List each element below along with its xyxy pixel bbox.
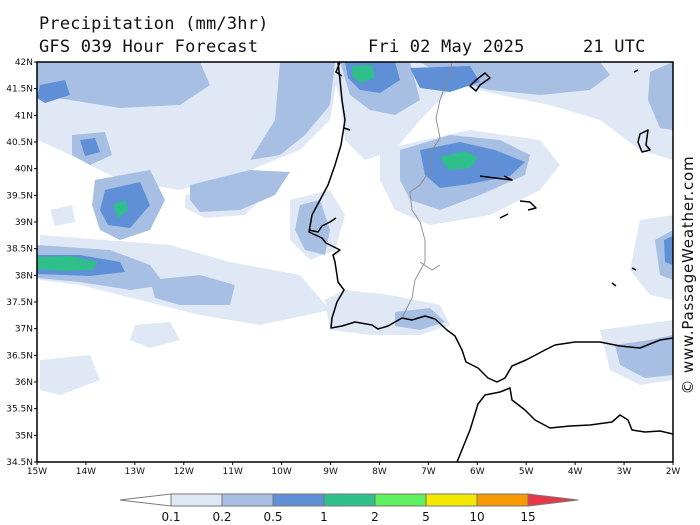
legend-swatch bbox=[221, 493, 274, 507]
lat-label: 40N bbox=[15, 165, 33, 175]
precip-layer bbox=[37, 62, 673, 395]
legend-swatch bbox=[323, 493, 376, 507]
lon-label: 15W bbox=[27, 467, 47, 477]
legend-swatch bbox=[374, 493, 427, 507]
forecast-date: Fri 02 May 2025 bbox=[368, 37, 525, 57]
legend-label: 15 bbox=[520, 510, 535, 524]
legend-swatch bbox=[272, 493, 325, 507]
lon-label: 2W bbox=[666, 467, 681, 477]
lat-label: 34.5N bbox=[6, 458, 33, 468]
lat-label: 37.5N bbox=[6, 298, 33, 308]
legend-label: 0.2 bbox=[212, 510, 231, 524]
chart-title: Precipitation (mm/3hr) bbox=[39, 14, 269, 34]
lat-label: 36N bbox=[15, 378, 33, 388]
map-frame bbox=[36, 61, 674, 463]
longitude-axis: 15W 14W 13W 12W 11W 10W 9W 8W 7W 6W 5W 4W 3W 2W bbox=[27, 462, 681, 477]
lon-label: 10W bbox=[271, 467, 291, 477]
legend-swatch bbox=[476, 493, 529, 507]
lat-label: 35N bbox=[15, 431, 33, 441]
legend-swatch bbox=[170, 493, 223, 507]
legend-label: 5 bbox=[422, 510, 430, 524]
precipitation-legend: 0.1 0.2 0.5 1 2 5 10 15 bbox=[119, 493, 579, 524]
coastline-layer bbox=[308, 62, 673, 462]
legend-swatch bbox=[119, 493, 172, 507]
legend-label: 10 bbox=[469, 510, 484, 524]
lat-label: 41N bbox=[15, 111, 33, 121]
latitude-axis: 42N 41.5N 41N 40.5N 40N 39.5N 39N 38.5N 38N 37.5N… bbox=[6, 58, 37, 468]
lat-label: 39N bbox=[15, 218, 33, 228]
lat-label: 35.5N bbox=[6, 405, 33, 415]
legend-label: 2 bbox=[371, 510, 379, 524]
credit-text: © www.PassageWeather.com bbox=[679, 155, 697, 395]
lon-label: 8W bbox=[372, 467, 387, 477]
lon-label: 3W bbox=[617, 467, 632, 477]
credit-watermark: © www.PassageWeather.com bbox=[676, 150, 700, 400]
legend-swatch bbox=[527, 493, 579, 507]
lat-label: 36.5N bbox=[6, 351, 33, 361]
lon-label: 9W bbox=[323, 467, 338, 477]
lon-label: 6W bbox=[470, 467, 485, 477]
forecast-model: GFS 039 Hour Forecast bbox=[39, 37, 259, 57]
lon-label: 4W bbox=[568, 467, 583, 477]
lat-label: 40.5N bbox=[6, 138, 33, 148]
lon-label: 13W bbox=[125, 467, 145, 477]
lon-label: 12W bbox=[174, 467, 194, 477]
lat-label: 39.5N bbox=[6, 191, 33, 201]
legend-label: 0.1 bbox=[161, 510, 180, 524]
border-layer bbox=[401, 62, 453, 319]
lon-label: 7W bbox=[421, 467, 436, 477]
lon-label: 14W bbox=[76, 467, 96, 477]
legend-swatch bbox=[425, 493, 478, 507]
lat-label: 42N bbox=[15, 58, 33, 68]
lat-label: 37N bbox=[15, 325, 33, 335]
lat-label: 38N bbox=[15, 271, 33, 281]
lat-label: 41.5N bbox=[6, 85, 33, 95]
lat-label: 38.5N bbox=[6, 245, 33, 255]
forecast-time: 21 UTC bbox=[583, 37, 646, 57]
lon-label: 11W bbox=[223, 467, 243, 477]
lon-label: 5W bbox=[519, 467, 534, 477]
legend-label: 1 bbox=[320, 510, 328, 524]
legend-label: 0.5 bbox=[263, 510, 282, 524]
